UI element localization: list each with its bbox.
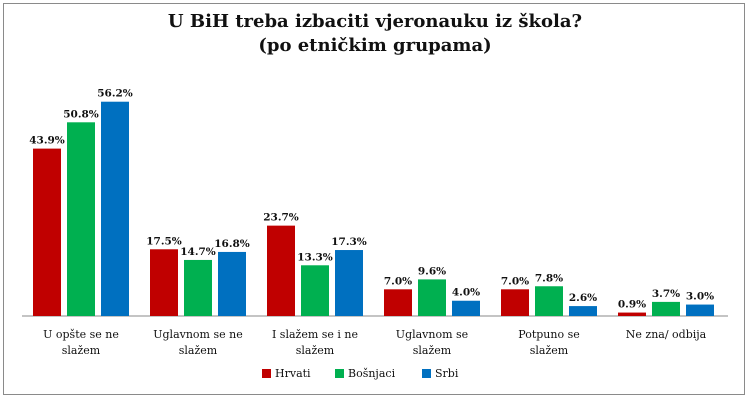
bar-srbi-2	[335, 250, 363, 316]
bar-hrvati-0	[33, 148, 61, 316]
category-label: slažem	[413, 344, 452, 357]
bar-srbi-1	[218, 251, 246, 316]
category-label: slažem	[530, 344, 569, 357]
data-label: 4.0%	[452, 287, 480, 299]
category-label: Uglavnom se ne	[153, 328, 242, 341]
data-label: 56.2%	[97, 88, 133, 100]
data-label: 2.6%	[569, 292, 597, 304]
category-label: U opšte se ne	[43, 328, 119, 341]
data-label: 3.7%	[652, 288, 680, 300]
bar-bošnjaci-5	[652, 301, 680, 316]
chart-title-line1: U BiH treba izbaciti vjeronauku iz škola…	[167, 11, 583, 32]
data-label: 7.0%	[384, 275, 412, 287]
data-label: 13.3%	[297, 251, 333, 263]
category-label: I slažem se i ne	[272, 328, 358, 341]
legend-label-hrvati: Hrvati	[275, 367, 311, 380]
category-label: Ne zna/ odbija	[626, 328, 707, 341]
data-label: 23.7%	[263, 212, 299, 224]
category-label: slažem	[62, 344, 101, 357]
category-label: Uglavnom se	[396, 328, 468, 341]
bar-bošnjaci-4	[535, 286, 563, 316]
data-label: 7.8%	[535, 272, 563, 284]
category-label: slažem	[179, 344, 218, 357]
data-label: 16.8%	[214, 238, 250, 250]
data-label: 3.0%	[686, 291, 714, 303]
chart-subtitle: (po etničkim grupama)	[258, 35, 492, 56]
legend-label-srbi: Srbi	[435, 367, 459, 380]
bar-srbi-0	[101, 101, 129, 316]
bar-srbi-3	[452, 300, 480, 316]
category-label: Potpuno se	[518, 328, 579, 341]
bar-bošnjaci-0	[67, 122, 95, 317]
bar-hrvati-5	[618, 312, 646, 316]
bar-hrvati-3	[384, 289, 412, 316]
legend-swatch-hrvati	[262, 369, 271, 378]
bar-hrvati-4	[501, 289, 529, 316]
legend-swatch-srbi	[422, 369, 431, 378]
bar-bošnjaci-3	[418, 279, 446, 316]
bar-srbi-4	[569, 306, 597, 316]
legend-label-bošnjaci: Bošnjaci	[348, 367, 396, 380]
bar-bošnjaci-2	[301, 265, 329, 316]
data-label: 14.7%	[180, 246, 216, 258]
data-label: 43.9%	[29, 135, 65, 147]
chart-title: U BiH treba izbaciti vjeronauku iz škola…	[0, 10, 750, 58]
data-label: 17.5%	[146, 235, 182, 247]
bar-hrvati-2	[267, 225, 295, 316]
bar-hrvati-1	[150, 249, 178, 316]
data-label: 7.0%	[501, 275, 529, 287]
data-label: 50.8%	[63, 108, 99, 120]
legend-swatch-bošnjaci	[335, 369, 344, 378]
data-label: 17.3%	[331, 236, 367, 248]
data-label: 0.9%	[618, 299, 646, 311]
data-label: 9.6%	[418, 265, 446, 277]
bar-srbi-5	[686, 304, 714, 316]
bar-bošnjaci-1	[184, 259, 212, 316]
category-label: slažem	[296, 344, 335, 357]
